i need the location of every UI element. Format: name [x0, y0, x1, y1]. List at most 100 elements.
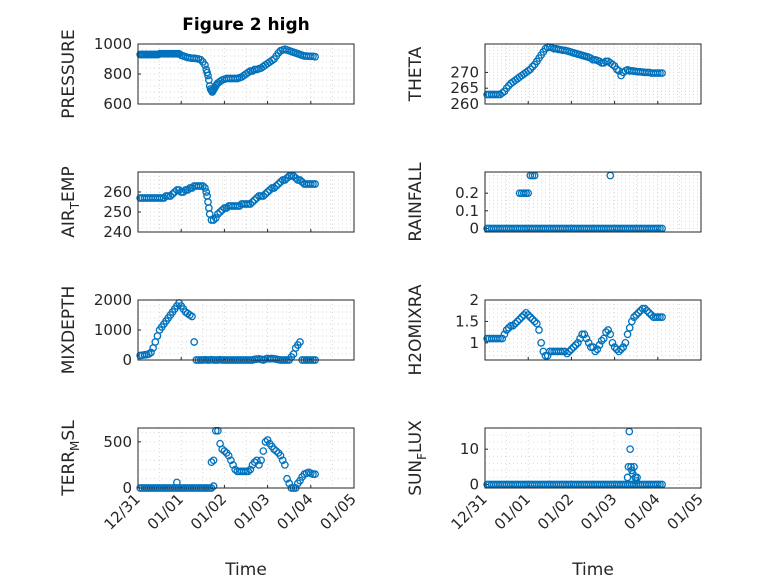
subplot-h2omixra-data-point: [500, 330, 509, 339]
subplot-h2omixra-data-point: [617, 345, 625, 354]
subplot-h2omixra-y-tick-label: 1: [469, 334, 479, 352]
subplot-theta-data-point: [528, 62, 537, 71]
subplot-h2omixra-data-point: [595, 341, 604, 349]
subplot-terr-msl-data-point: [270, 445, 278, 454]
subplot-h2omixra-data-point: [496, 334, 504, 343]
subplot-terr-msl-data-point: [207, 458, 216, 467]
subplot-h2omixra-data-point: [586, 343, 595, 351]
subplot-h2omixra-data-point: [597, 336, 606, 345]
subplot-terr-msl-data-point: [224, 451, 233, 460]
subplot-h2omixra-data-point: [602, 328, 610, 336]
subplot-mixdepth-data-point: [296, 338, 304, 346]
subplot-theta-data-series: [483, 43, 666, 99]
subplot-terr-msl-data-point: [261, 437, 270, 446]
subplot-h2omixra-data-point: [569, 343, 578, 351]
subplot-air-temp-data-point: [246, 200, 255, 208]
subplot-air-temp-data-point: [291, 174, 300, 182]
subplot-h2omixra-data-point: [615, 347, 623, 356]
subplot-air-temp-axes-frame: [137, 171, 355, 233]
subplot-mixdepth-y-tick-label: 1000: [94, 321, 132, 339]
subplot-terr-msl-y-tick-label: 500: [103, 433, 132, 451]
subplot-air-temp-data-point: [179, 188, 188, 196]
subplot-h2omixra-data-point: [643, 306, 651, 315]
subplot-sun-flux-y-axis-label: SUNFLUX: [406, 420, 429, 496]
subplot-h2omixra-data-point: [563, 349, 571, 358]
subplot-air-temp-y-tick-label: 260: [103, 183, 132, 201]
subplot-terr-msl-x-axis-label: Time: [224, 560, 267, 580]
subplot-air-temp-data-point: [272, 182, 281, 190]
subplot-sun-flux-y-label-part: SUN: [406, 460, 426, 496]
subplot-air-temp-data-series: [136, 172, 319, 224]
subplot-pressure-data-series: [136, 45, 319, 96]
subplot-rainfall-axes-frame: [484, 171, 702, 233]
subplot-h2omixra-data-point: [578, 330, 587, 339]
subplot-terr-msl-data-point: [252, 456, 261, 465]
subplot-mixdepth-data-point: [190, 338, 199, 346]
subplot-air-temp-data-point: [164, 192, 173, 200]
subplot-terr-msl-data-point: [209, 482, 218, 491]
subplot-pressure-data-point: [311, 52, 319, 61]
subplot-terr-msl-data-point: [311, 470, 319, 479]
subplot-h2omixra-data-point: [543, 351, 552, 360]
subplot-h2omixra-data-point: [612, 345, 621, 354]
subplot-terr-msl-data-point: [255, 461, 263, 469]
subplot-theta-data-point: [653, 69, 662, 77]
subplot-terr-msl-y-tick-label: 0: [122, 479, 132, 497]
subplot-h2omixra-data-point: [494, 334, 502, 343]
subplot-h2omixra-data-point: [608, 339, 617, 347]
subplot-terr-msl-x-tick-label: 01/04: [273, 490, 316, 533]
subplot-sun-flux-y-tick-label: 10: [460, 440, 479, 458]
subplot-terr-msl-y-axis-label: TERRMSL: [59, 420, 82, 497]
subplot-h2omixra-data-point: [593, 345, 602, 354]
subplot-air-temp-data-point: [183, 186, 192, 194]
subplot-air-temp-y-tick-label: 240: [103, 223, 132, 241]
subplot-pressure-data-point: [204, 71, 212, 80]
subplot-h2omixra-data-point: [623, 330, 632, 339]
subplot-terr-msl-data-point: [278, 456, 287, 465]
subplot-air-temp-data-point: [216, 208, 224, 216]
subplot-sun-flux-x-tick-label: 01/04: [620, 490, 663, 533]
subplot-h2omixra-data-point: [502, 326, 511, 334]
subplot-terr-msl-data-point: [242, 467, 250, 476]
subplot-sun-flux-data-point: [627, 462, 635, 471]
subplot-sun-flux-data-point: [632, 477, 641, 485]
subplot-h2omixra-data-point: [574, 339, 582, 347]
subplot-terr-msl-data-point: [309, 470, 317, 479]
subplot-h2omixra-data-point: [653, 313, 662, 321]
subplot-pressure-y-tick-label: 800: [103, 65, 132, 83]
subplot-pressure-data-point: [196, 55, 205, 64]
subplot-sun-flux-x-axis-label: Time: [571, 560, 614, 580]
subplot-h2omixra-data-series: [483, 304, 666, 360]
subplot-pressure-y-tick-label: 600: [103, 95, 132, 113]
subplot-air-temp-data-point: [201, 184, 209, 192]
subplot-air-temp-y-label-part: AIR: [59, 209, 79, 238]
subplot-pressure-y-axis-label: PRESSURE: [59, 29, 79, 118]
subplot-h2omixra-data-point: [658, 313, 666, 321]
subplot-h2omixra-data-point: [625, 324, 634, 332]
subplot-theta-y-axis-label: THETA: [406, 46, 426, 102]
subplot-air-temp-data-point: [209, 216, 218, 224]
subplot-sun-flux: 0 10 12/31 01/01 01/02 01/03 01/04 01/05 Time SUN…: [406, 420, 707, 580]
subplot-theta-axes-frame: [484, 43, 702, 105]
subplot-air-temp-data-point: [278, 176, 287, 184]
subplot-theta-y-tick-label: 265: [450, 79, 479, 97]
subplot-sun-flux-x-tick-label: 01/01: [491, 490, 534, 533]
subplot-h2omixra-data-point: [645, 309, 654, 317]
subplot-air-temp-data-point: [218, 206, 227, 214]
subplot-terr-msl-x-tick-label: 01/02: [187, 490, 230, 533]
subplot-air-temp-data-point: [265, 186, 274, 194]
subplot-h2omixra-data-point: [513, 317, 522, 326]
subplot-sun-flux-data-point: [633, 473, 641, 482]
subplot-h2omixra-data-point: [571, 341, 580, 349]
subplot-terr-msl-data-point: [227, 456, 235, 465]
subplot-terr-msl-data-point: [244, 467, 253, 476]
subplot-h2omixra-data-point: [517, 313, 526, 321]
subplot-sun-flux-data-point: [623, 473, 632, 482]
subplot-h2omixra-data-point: [610, 343, 619, 351]
subplot-h2omixra-data-point: [634, 309, 643, 317]
subplot-terr-msl-data-point: [257, 456, 265, 465]
subplot-h2omixra-y-tick-label: 1.5: [455, 312, 479, 330]
subplot-h2omixra-data-point: [511, 319, 520, 328]
